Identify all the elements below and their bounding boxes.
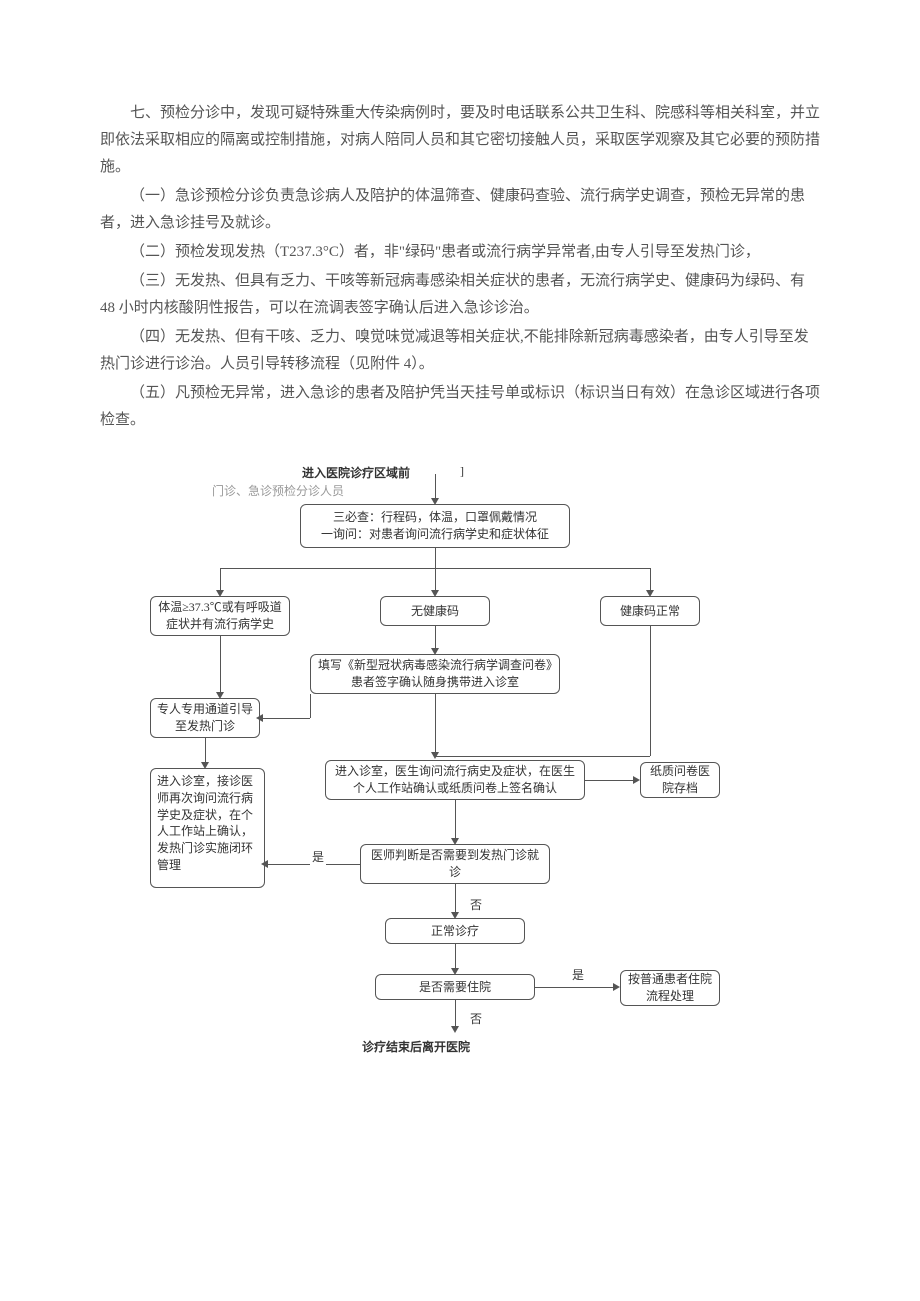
node-dedicated-channel: 专人专用通道引导至发热门诊 bbox=[150, 698, 260, 738]
node-no-code: 无健康码 bbox=[380, 596, 490, 626]
node-triage: 三必查：行程码，体温，口罩佩戴情况 一询问：对患者询问流行病学史和症状体征 bbox=[300, 504, 570, 548]
paragraph-7: 七、预检分诊中，发现可疑特殊重大传染病例时，要及时电话联系公共卫生科、院感科等相… bbox=[100, 100, 820, 181]
node-admit-process: 按普通患者住院流程处理 bbox=[620, 970, 720, 1006]
label-yes-1: 是 bbox=[310, 848, 326, 865]
flowchart-header-gray: 门诊、急诊预检分诊人员 bbox=[210, 482, 346, 499]
flowchart: 进入医院诊疗区域前 门诊、急诊预检分诊人员 ] 三必查：行程码，体温，口罩佩戴情… bbox=[100, 464, 820, 1144]
node-fill-form: 填写《新型冠状病毒感染流行病学调查问卷》患者签字确认随身携带进入诊室 bbox=[310, 654, 560, 694]
node-paper-archive: 纸质问卷医院存档 bbox=[640, 762, 720, 798]
paragraph-7-3: （三）无发热、但具有乏力、干咳等新冠病毒感染相关症状的患者，无流行病学史、健康码… bbox=[100, 268, 820, 322]
node-enter-room-left: 进入诊室，接诊医师再次询问流行病学史及症状，在个人工作站上确认，发热门诊实施闭环… bbox=[150, 768, 265, 888]
label-yes-2: 是 bbox=[570, 966, 586, 983]
paragraph-7-2: （二）预检发现发热（T237.3°C）者，非"绿码"患者或流行病学异常者,由专人… bbox=[100, 239, 820, 266]
node-normal-treat: 正常诊疗 bbox=[385, 918, 525, 944]
paragraph-7-1: （一）急诊预检分诊负责急诊病人及陪护的体温筛查、健康码查验、流行病学史调查，预检… bbox=[100, 183, 820, 237]
node-doctor-judge: 医师判断是否需要到发热门诊就诊 bbox=[360, 844, 550, 884]
paragraph-7-5: （五）凡预检无异常，进入急诊的患者及陪护凭当天挂号单或标识（标识当日有效）在急诊… bbox=[100, 380, 820, 434]
node-code-normal: 健康码正常 bbox=[600, 596, 700, 626]
node-enter-room-main: 进入诊室，医生询问流行病史及症状，在医生个人工作站确认或纸质问卷上签名确认 bbox=[325, 760, 585, 800]
label-no-2: 否 bbox=[468, 1010, 484, 1027]
bracket-icon: ] bbox=[460, 464, 464, 479]
node-temp-high: 体温≥37.3℃或有呼吸道症状并有流行病学史 bbox=[150, 596, 290, 636]
flowchart-header-bold: 进入医院诊疗区域前 bbox=[300, 464, 412, 481]
flowchart-footer: 诊疗结束后离开医院 bbox=[360, 1038, 472, 1055]
document-body: 七、预检分诊中，发现可疑特殊重大传染病例时，要及时电话联系公共卫生科、院感科等相… bbox=[100, 100, 820, 434]
label-no-1: 否 bbox=[468, 896, 484, 913]
node-need-admit: 是否需要住院 bbox=[375, 974, 535, 1000]
paragraph-7-4: （四）无发热、但有干咳、乏力、嗅觉味觉减退等相关症状,不能排除新冠病毒感染者，由… bbox=[100, 324, 820, 378]
